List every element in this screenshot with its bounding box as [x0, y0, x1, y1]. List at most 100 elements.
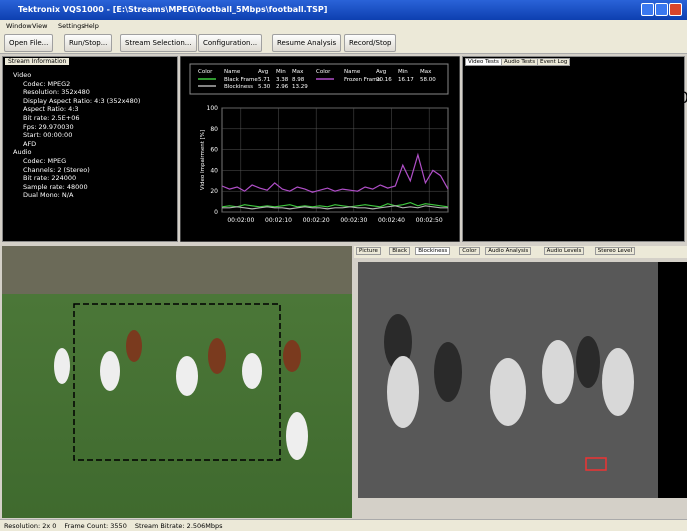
gauge-tick-label: 0 — [513, 88, 523, 107]
tree-group: Video — [13, 71, 31, 79]
analysis-tab[interactable]: Audio Levels — [544, 247, 585, 255]
legend-min: 2.96 — [276, 84, 289, 90]
panel-tab[interactable]: Event Log — [537, 58, 570, 66]
menu-item[interactable]: Help — [84, 22, 99, 30]
button-label: Configuration... — [203, 39, 257, 47]
legend-max: 13.29 — [292, 84, 308, 90]
legend-name: Black Frame — [224, 77, 258, 83]
tree-item: Resolution: 352x480 — [23, 88, 90, 96]
legend-header: Name — [224, 69, 241, 75]
toolbar-button[interactable]: Record/Stop — [344, 34, 396, 52]
y-tick-label: 80 — [210, 126, 218, 133]
tree-item: Start: 00:00:00 — [23, 131, 72, 139]
impairment-chart: Color Name Avg Min Max Color Name Avg Min Max Blac… — [180, 56, 460, 242]
y-tick-label: 60 — [210, 147, 218, 154]
status-field: Stream Bitrate: 2.506Mbps — [135, 522, 223, 530]
toolbar-button[interactable]: Configuration... — [198, 34, 262, 52]
gauge-tick-label: 100 — [571, 69, 602, 88]
analysis-tab[interactable]: Color — [459, 247, 479, 255]
legend-header: Name — [344, 69, 361, 75]
gauge-tick-label: 20 — [588, 107, 608, 126]
legend-max: 58.00 — [420, 77, 436, 83]
gauge-tick-label: 10 — [547, 107, 567, 126]
menu-item[interactable]: Settings — [58, 22, 85, 30]
button-label: Resume Analysis — [277, 39, 336, 47]
tree-item: Channels: 2 (Stereo) — [23, 166, 90, 174]
application-window: Tektronix VQS1000 - [E:\Streams\MPEG\foo… — [0, 0, 687, 531]
tree-item: Bit rate: 2.5E+06 — [23, 114, 80, 122]
gauge-tick-label: 0 — [638, 88, 648, 107]
letterbox — [658, 262, 687, 498]
menu-item[interactable]: Window — [6, 22, 32, 30]
x-tick-label: 00:02:50 — [416, 217, 443, 224]
legend-min: 3.38 — [276, 77, 289, 83]
gauges: Black Frame0100Frozen Frame0100Blockines… — [463, 69, 687, 126]
panel-tab[interactable]: Video Tests — [465, 58, 502, 66]
toolbar-button[interactable]: Resume Analysis — [272, 34, 341, 52]
button-label: Open File... — [9, 39, 48, 47]
status-field: Frame Count: 3550 — [64, 522, 126, 530]
x-tick-label: 00:02:00 — [227, 217, 254, 224]
legend-header: Max — [420, 69, 432, 75]
status-field: Resolution: 2x 0 — [4, 522, 56, 530]
x-tick-label: 00:02:30 — [340, 217, 367, 224]
gauge-tick-label: 100 — [669, 88, 687, 107]
toolbar-button[interactable]: Stream Selection... — [120, 34, 197, 52]
legend-min: 16.17 — [398, 77, 414, 83]
gauge-tick-label: 5 — [537, 107, 547, 126]
maximize-button[interactable] — [655, 3, 668, 16]
legend-name: Blockiness — [224, 84, 253, 90]
menu-item[interactable]: View — [32, 22, 47, 30]
analysis-tab[interactable]: Black — [389, 247, 410, 255]
tree-item: Codec: MPEG2 — [23, 80, 70, 88]
tree-item: Aspect Ratio: 4:3 — [23, 105, 79, 113]
tree-item: Bit rate: 224000 — [23, 174, 76, 182]
x-tick-label: 00:02:10 — [265, 217, 292, 224]
analysis-tab[interactable]: Stereo Level — [595, 247, 635, 255]
legend-avg: 5.71 — [258, 77, 270, 83]
gauge-unit: Mbps — [608, 107, 650, 126]
panel-tab[interactable]: Audio Tests — [501, 58, 538, 66]
legend-header: Color — [198, 69, 213, 75]
tree-item: Display Aspect Ratio: 4:3 (352x480) — [23, 97, 140, 105]
analysis-picture — [358, 262, 658, 498]
title-bar: Tektronix VQS1000 - [E:\Streams\MPEG\foo… — [0, 0, 687, 20]
legend-header: Avg — [258, 69, 268, 75]
gauge-label: Blockiness — [554, 88, 638, 107]
legend-avg: 5.30 — [258, 84, 271, 90]
legend-header: Min — [276, 69, 286, 75]
y-tick-label: 0 — [214, 209, 218, 216]
panel-tab: Stream Information — [5, 58, 69, 65]
toolbar-button[interactable]: Run/Stop... — [64, 34, 112, 52]
x-tick-label: 00:02:20 — [303, 217, 330, 224]
analysis-tab[interactable]: Audio Analysis — [485, 247, 531, 255]
tree-group: Audio — [13, 148, 31, 156]
video-picture — [2, 246, 352, 518]
tree-item: Dual Mono: N/A — [23, 191, 73, 199]
legend-header: Avg — [376, 69, 386, 75]
tree-item: Fps: 29.970030 — [23, 123, 74, 131]
y-tick-label: 100 — [207, 105, 219, 112]
gauge-tick-label: 15 — [567, 107, 587, 126]
minimize-button[interactable] — [641, 3, 654, 16]
legend-header: Max — [292, 69, 304, 75]
legend-header: Min — [398, 69, 408, 75]
legend-max: 8.98 — [292, 77, 305, 83]
plot-area — [222, 108, 448, 212]
analysis-tab[interactable]: Blockiness — [415, 247, 450, 255]
gauge-tick-label: 100 — [523, 88, 554, 107]
close-button[interactable] — [669, 3, 682, 16]
legend-header: Color — [316, 69, 331, 75]
toolbar: Open File... Run/Stop... Stream Selection.… — [0, 32, 687, 54]
y-tick-label: 20 — [210, 188, 218, 195]
tree-item: Codec: MPEG — [23, 157, 66, 165]
button-label: Run/Stop... — [69, 39, 107, 47]
analysis-tab[interactable]: Picture — [356, 247, 381, 255]
gauge-tick-label: 55 — [648, 88, 668, 107]
button-label: Record/Stop — [349, 39, 391, 47]
toolbar-button[interactable]: Open File... — [4, 34, 53, 52]
tree-item: AFD — [23, 140, 36, 148]
